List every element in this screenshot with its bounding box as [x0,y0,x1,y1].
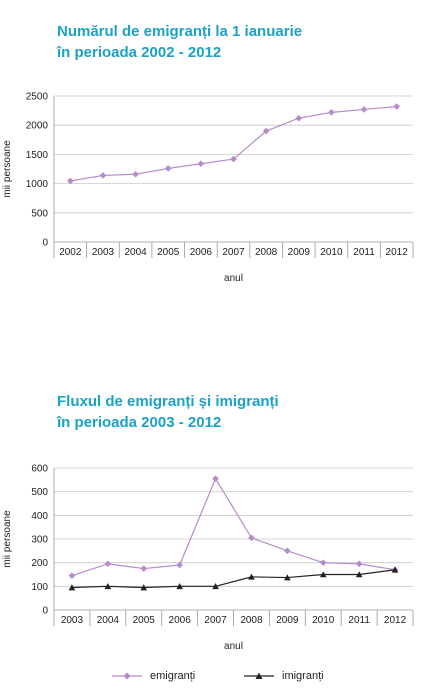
chart1-series-0-line [70,105,397,182]
chart1-series-0-point [197,160,205,168]
chart1-ytick-label: 1500 [26,150,49,161]
chart2-ytick-label: 100 [31,582,48,593]
chart2-series-0-line [71,477,396,577]
chart2-series-1-point [104,583,112,590]
chart1-title-line1: Numărul de emigranți la 1 ianuarie [57,23,303,40]
chart2-ytick-label: 200 [31,558,48,569]
chart2-migration-flow: 0 100 200 300 400 500 600 2003 2004 2005 2006 2007 2… [2,464,414,652]
chart1-xtick-label: 2006 [190,247,213,258]
legend-imigranti-label: imigranți [282,670,324,682]
chart1-ytick-label: 0 [42,238,48,249]
chart2-xtick-label: 2007 [204,615,227,626]
chart2-legend: emigranți imigranți [0,670,431,690]
chart2-series-0-point [104,560,112,568]
chart1-xtick-label: 2011 [353,247,375,258]
chart2-ytick-label: 500 [31,487,48,498]
chart2-series-0-point [140,565,148,572]
chart2-xtick-label: 2012 [384,615,407,626]
chart2-series-1-point [319,571,327,578]
chart2-xtick-label: 2010 [312,615,335,626]
chart2-series-1-point [176,583,183,590]
chart2-title-line1: Fluxul de emigranți și imigranți [57,393,279,410]
chart2-series-0-point [248,534,255,542]
chart1-title-line2: în perioada 2002 - 2012 [57,44,222,61]
chart2-series-0-point [319,559,327,566]
legend-imigranti-marker [244,672,274,679]
chart2-ytick-label: 300 [31,535,48,546]
legend-emigranti-label: emigranți [150,670,196,682]
chart2-xtick-label: 2009 [276,615,299,626]
chart2-ytick-label: 400 [31,511,48,522]
chart1-ytick-label: 1000 [26,179,49,190]
chart2-y-axis-title: mii persoane [2,510,13,568]
legend-item-imigranti: imigranți [244,670,324,682]
chart2-ytick-label: 0 [42,606,48,617]
chart2-series-0-point [284,547,291,555]
chart2-xtick-label: 2011 [348,615,370,626]
chart1-series-0-point [295,114,303,122]
chart1-xtick-label: 2002 [59,247,82,258]
chart1-xtick-label: 2005 [157,247,180,258]
legend-item-emigranti: emigranți [112,670,195,682]
chart1-xtick-label: 2009 [288,247,311,258]
chart2-series-0-point [355,560,363,568]
chart1-series-0-point [99,172,107,179]
chart2-series-1-point [68,584,76,591]
chart2-x-axis-title: anul [224,641,243,652]
chart2-series-1-point [284,574,291,581]
chart1-xtick-label: 2003 [92,247,115,258]
chart2-xtick-label: 2003 [61,615,84,626]
chart2-series-0-point [212,475,219,482]
chart1-xtick-label: 2008 [255,247,278,258]
chart2-series-1-point [140,584,148,591]
chart1-series-0-point [132,170,139,178]
chart1-series-0-point [393,103,400,110]
chart2-title: Fluxul de emigranți și imigranți în peri… [57,391,279,433]
chart1-ytick-label: 2500 [26,92,49,103]
chart2-series-1-point [391,566,399,573]
chart1-title: Numărul de emigranți la 1 ianuarie în pe… [57,21,302,63]
chart2-series-1-point [248,573,255,580]
chart1-y-axis-title: mii persoane [2,140,13,198]
chart2-xtick-label: 2005 [133,615,156,626]
chart1-xtick-label: 2004 [124,247,147,258]
chart2-xtick-label: 2006 [169,615,192,626]
chart1-x-axis-title: anul [224,273,243,284]
chart2-series-1-line [71,569,396,589]
chart1-ytick-label: 2000 [26,121,49,132]
legend-emigranti-marker [112,672,142,680]
chart1-xtick-label: 2010 [320,247,343,258]
chart2-series-0-point [68,572,76,579]
chart1-xtick-label: 2007 [222,247,245,258]
chart2-series-1-point [355,571,363,578]
chart2-ytick-label: 600 [31,464,48,475]
chart2-xtick-label: 2004 [97,615,120,626]
chart1-emigrants-stock: 0 500 1000 1500 2000 2500 2002 2003 2004 2005 2006… [2,92,414,284]
chart2-xtick-label: 2008 [240,615,263,626]
chart2-series-1-point [212,583,219,590]
chart1-ytick-label: 500 [31,208,48,219]
chart1-series-0-point [360,106,368,113]
chart1-series-0-point [164,165,172,172]
chart1-series-0-point [328,109,335,116]
chart1-xtick-label: 2012 [386,247,409,258]
chart2-title-line2: în perioada 2003 - 2012 [57,414,222,431]
